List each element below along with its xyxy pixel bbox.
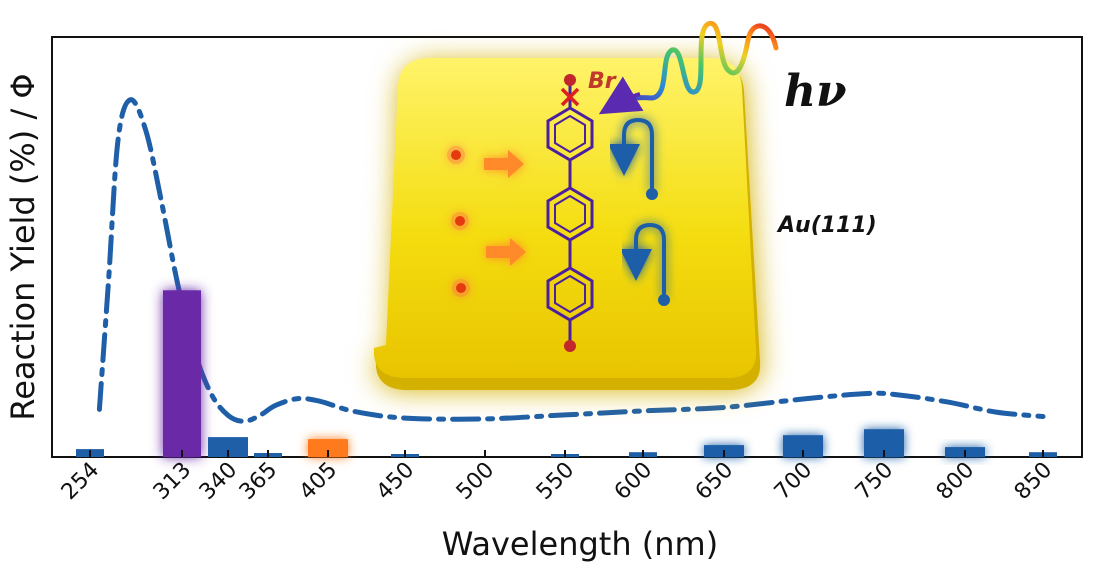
x-tick-label-800: 800 <box>932 458 979 505</box>
x-tick-label-313: 313 <box>149 458 196 505</box>
x-tick-label-600: 600 <box>610 458 657 505</box>
bar-340 <box>208 437 248 457</box>
curve-layer <box>96 97 1046 424</box>
adsorbed-atoms <box>447 146 470 297</box>
x-tick-label-405: 405 <box>295 458 342 505</box>
x-tick-label-450: 450 <box>372 458 419 505</box>
x-tick-label-365: 365 <box>235 458 282 505</box>
x-axis-label: Wavelength (nm) <box>442 525 718 563</box>
cleavage-mark <box>560 87 580 107</box>
bromine-atom <box>564 74 576 86</box>
terminal-atom <box>564 340 576 352</box>
diffusion-arrows <box>484 150 526 266</box>
bar-700 <box>783 435 823 457</box>
x-tick-label-750: 750 <box>851 458 898 505</box>
light-wave <box>598 21 779 115</box>
hopping-arrows <box>608 117 670 306</box>
au-surface-plate <box>373 58 761 390</box>
surface-label: Au(111) <box>776 213 877 238</box>
x-tick-label-700: 700 <box>770 458 817 505</box>
y-axis-label: Reaction Yield (%) / Φ <box>4 73 42 420</box>
x-tick-label-550: 550 <box>532 458 579 505</box>
bar-313 <box>163 290 201 457</box>
x-tick-label-850: 850 <box>1010 458 1057 505</box>
x-tick-label-340: 340 <box>195 458 242 505</box>
x-tick-label-254: 254 <box>57 458 104 505</box>
br-label: Br <box>588 69 617 94</box>
spectrum-curve <box>96 97 1046 424</box>
bar-405 <box>308 439 348 457</box>
inset-illustration: Au(111) Br <box>373 21 877 390</box>
x-tick-label-500: 500 <box>452 458 499 505</box>
hv-label: hν <box>784 66 847 117</box>
x-tick-label-650: 650 <box>691 458 738 505</box>
